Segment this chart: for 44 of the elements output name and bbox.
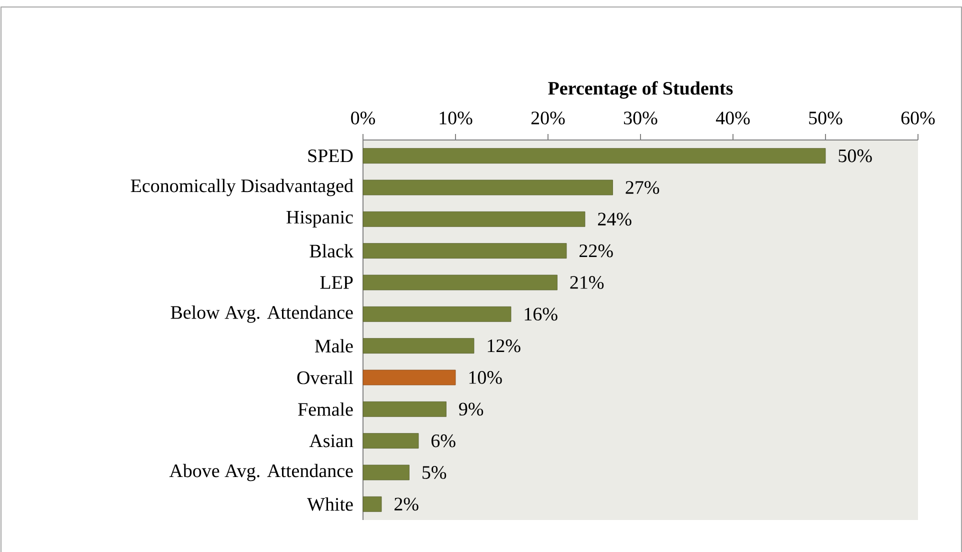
data-label: 2%: [394, 498, 418, 511]
data-label: 27%: [626, 181, 660, 194]
bar: [362, 211, 586, 227]
y-tick-label: SPED: [308, 149, 353, 162]
bar: [362, 306, 512, 322]
data-label: 10%: [469, 371, 502, 384]
bar: [362, 338, 474, 354]
data-label: 22%: [580, 244, 613, 258]
x-tick-label: 0%: [351, 112, 376, 124]
x-tick-label: 60%: [901, 112, 935, 124]
bar: [362, 180, 613, 196]
y-tick-label: LEP: [320, 276, 353, 289]
bar: [362, 370, 456, 386]
bar: [362, 496, 382, 512]
x-tick-label: 20%: [531, 112, 565, 124]
bar: [362, 401, 446, 417]
data-label: 5%: [422, 466, 446, 479]
y-tick-label: White: [307, 497, 353, 511]
data-label: 24%: [598, 212, 632, 226]
y-tick-label: Black: [310, 244, 354, 258]
data-label: 9%: [459, 402, 484, 416]
y-tick-label: Below Avg. Attendance: [170, 306, 353, 323]
x-tick-label: 40%: [716, 112, 750, 124]
data-label: 6%: [432, 434, 456, 448]
bar: [362, 148, 826, 164]
data-label: 16%: [524, 308, 558, 321]
x-tick-label: 30%: [624, 112, 658, 124]
x-tick-label: 50%: [809, 112, 842, 124]
y-tick-label: Above Avg. Attendance: [169, 464, 353, 482]
y-tick-label: Economically Disadvantaged: [130, 178, 354, 196]
bar: [362, 464, 410, 480]
y-tick-label: Asian: [309, 434, 354, 448]
data-label: 21%: [570, 276, 604, 289]
data-label: 12%: [488, 339, 520, 352]
y-tick-label: Hispanic: [286, 210, 353, 228]
bar: [362, 274, 558, 290]
x-axis-title: Percentage of Students: [548, 81, 733, 99]
y-tick-label: Overall: [297, 370, 354, 384]
x-tick-label: 10%: [440, 112, 472, 124]
y-tick-label: Female: [298, 402, 353, 416]
y-tick-label: Male: [314, 339, 353, 353]
data-label: 50%: [838, 149, 872, 162]
bar: [362, 433, 419, 449]
bar: [362, 243, 567, 259]
